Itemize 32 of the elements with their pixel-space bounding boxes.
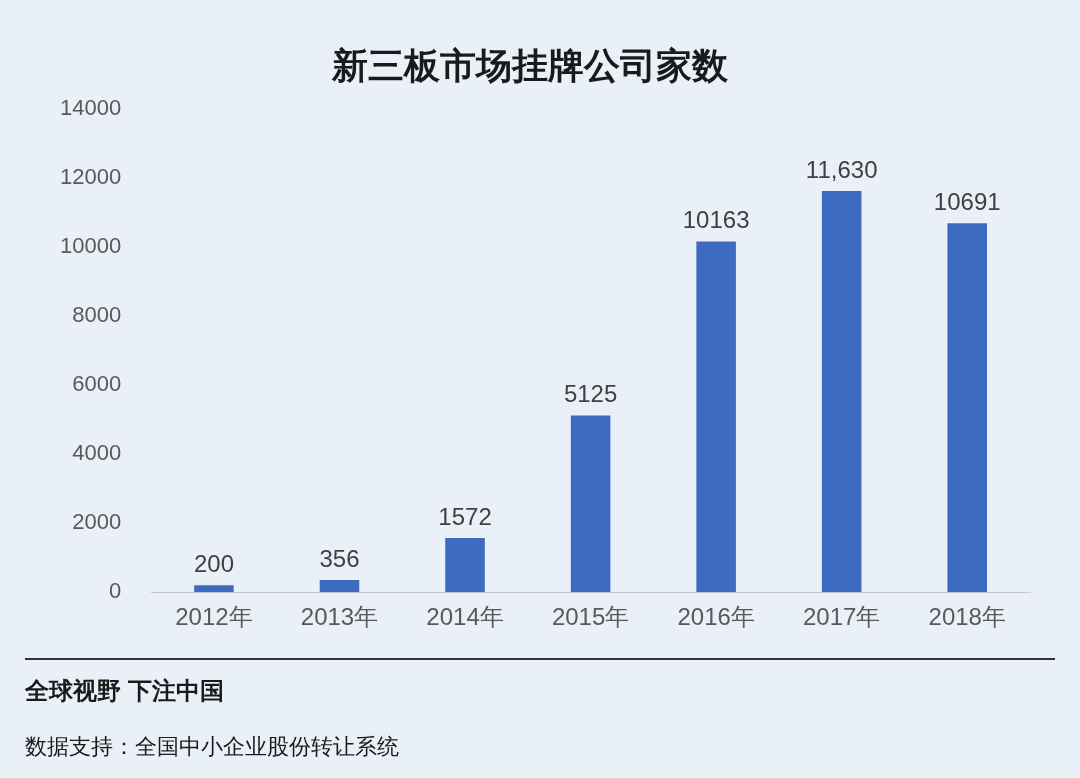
x-tick-label: 2016年 (677, 603, 755, 631)
bar (570, 415, 611, 593)
chart-title: 新三板市场挂牌公司家数 (331, 44, 729, 86)
data-label: 5125 (563, 380, 618, 408)
x-tick-label: 2017年 (802, 603, 881, 631)
bar (194, 585, 234, 593)
data-label: 10163 (682, 206, 750, 234)
bar (696, 241, 736, 593)
data-label: 200 (193, 549, 234, 577)
data-label: 1572 (438, 502, 492, 530)
x-tick-label: 2018年 (928, 603, 1006, 631)
bar (445, 537, 485, 593)
y-tick-label: 8000 (72, 302, 122, 328)
y-tick-label: 6000 (72, 371, 122, 397)
data-label: 356 (319, 544, 360, 572)
text: 全球视野 下注中国 (25, 676, 224, 706)
y-tick-label: 10000 (59, 233, 122, 259)
x-tick-label: 2015年 (551, 603, 630, 631)
x-tick-label: 2013年 (300, 603, 379, 631)
y-tick-label: 14000 (59, 95, 122, 121)
bar (947, 223, 987, 593)
x-tick-label: 2012年 (175, 603, 253, 631)
y-tick-label: 2000 (72, 509, 122, 535)
data-label: 11,630 (805, 155, 878, 183)
data-label: 10691 (933, 187, 1001, 215)
y-tick-label: 4000 (72, 440, 122, 466)
x-tick-label: 2014年 (426, 603, 504, 631)
bar (821, 190, 862, 593)
text: 数据支持：全国中小企业股份转让系统 (25, 733, 399, 761)
bar (319, 579, 360, 593)
y-tick-label: 12000 (59, 164, 122, 190)
y-tick-label: 0 (108, 578, 122, 604)
